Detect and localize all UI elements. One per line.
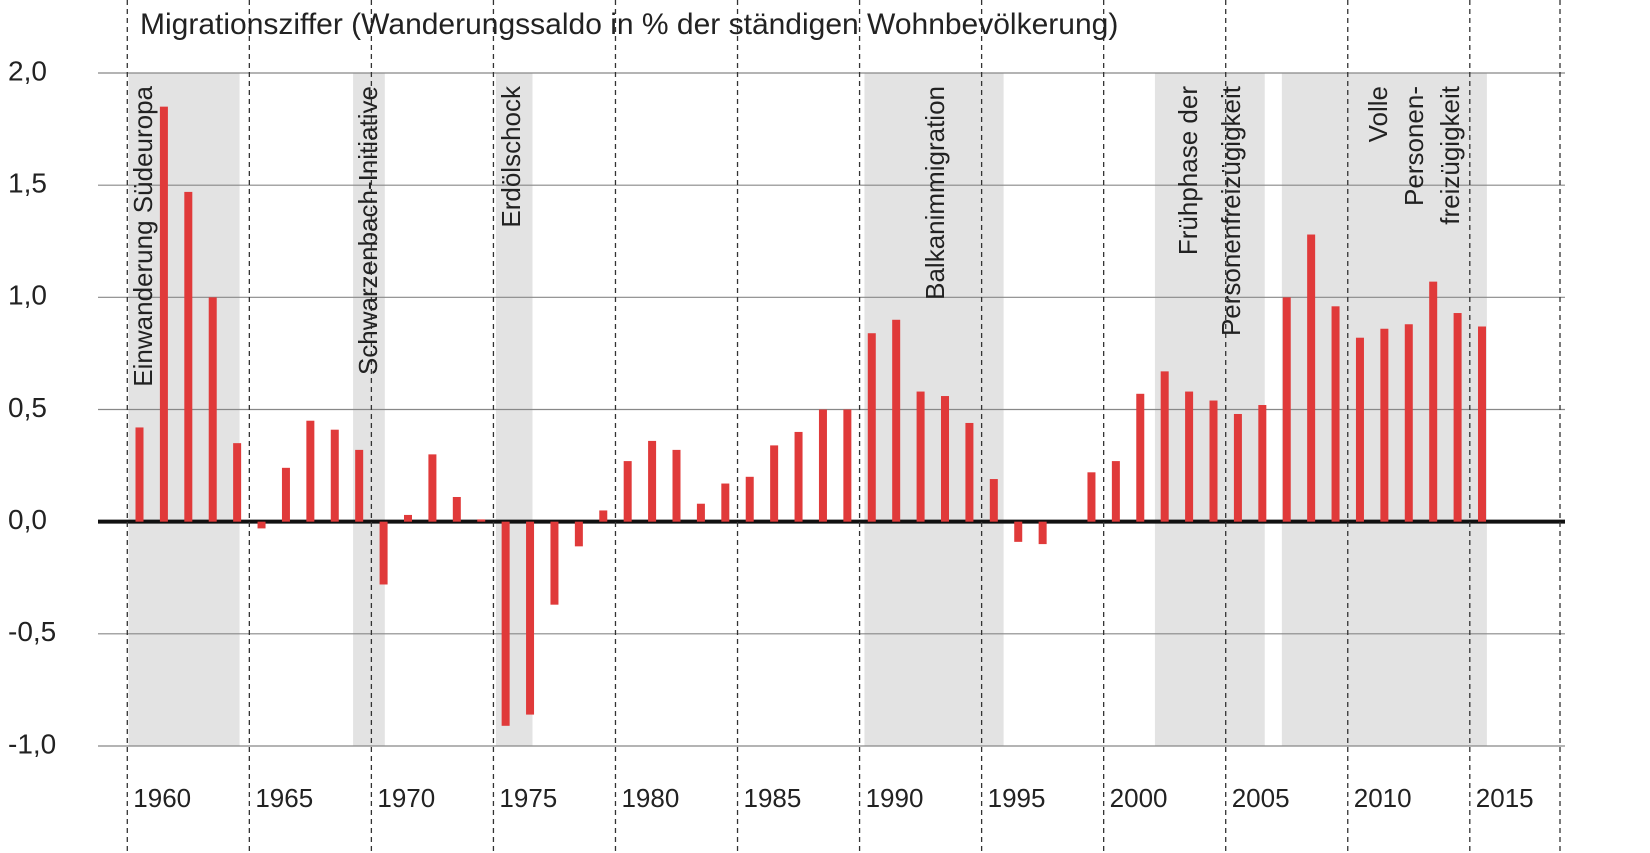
bar: [1209, 400, 1218, 522]
bar: [233, 443, 242, 522]
bar: [1014, 521, 1023, 542]
bar: [159, 106, 168, 522]
bar: [843, 409, 852, 522]
x-tick-label: 1975: [499, 783, 557, 813]
bar: [574, 521, 583, 547]
y-tick-label: -0,5: [8, 616, 56, 647]
bar: [135, 427, 144, 522]
period-label: Frühphase der: [1173, 86, 1203, 255]
bars: [135, 106, 1487, 726]
bar: [648, 440, 657, 522]
bar: [1404, 324, 1413, 522]
bar: [526, 521, 535, 715]
bar: [941, 396, 950, 522]
bar: [721, 483, 730, 522]
bar: [452, 496, 461, 522]
bar: [477, 519, 486, 522]
bar: [208, 297, 217, 522]
y-tick-label: 1,0: [8, 280, 47, 311]
bar: [672, 449, 681, 522]
y-tick-label: 0,5: [8, 392, 47, 423]
bar: [1355, 337, 1364, 522]
bar: [550, 521, 559, 605]
bar: [257, 521, 266, 529]
bar: [965, 422, 974, 522]
period-label: Volle: [1363, 86, 1393, 142]
period-label: Einwanderung Südeuropa: [128, 85, 158, 386]
x-tick-label: 1960: [133, 783, 191, 813]
bar: [989, 479, 998, 522]
x-tick-label: 2010: [1354, 783, 1412, 813]
bar: [428, 454, 437, 522]
bar: [1160, 371, 1169, 522]
y-tick-label: 0,0: [8, 504, 47, 535]
bar: [916, 391, 925, 522]
bar: [403, 514, 412, 522]
bar: [1282, 297, 1291, 522]
x-tick-label: 2015: [1476, 783, 1534, 813]
bar: [1087, 472, 1096, 522]
bar: [355, 449, 364, 522]
x-tick-label: 1970: [377, 783, 435, 813]
bar: [867, 333, 876, 522]
bar: [501, 521, 510, 726]
bar: [1331, 306, 1340, 522]
bar: [281, 467, 290, 522]
period-label: Personen-: [1399, 86, 1429, 206]
bar: [745, 476, 754, 522]
period-label: Schwarzenbach-Initiative: [353, 86, 383, 375]
bar: [599, 510, 608, 522]
bar: [770, 445, 779, 522]
bar: [623, 461, 632, 522]
bar: [1258, 405, 1267, 522]
y-tick-label: -1,0: [8, 728, 56, 759]
x-tick-label: 1985: [744, 783, 802, 813]
period-label: Personenfreizügigkeit: [1216, 85, 1246, 336]
bar: [696, 503, 705, 522]
x-tick-label: 2005: [1232, 783, 1290, 813]
bar: [1380, 328, 1389, 522]
bar: [1478, 326, 1487, 522]
bar: [1233, 413, 1242, 522]
bar: [379, 521, 388, 585]
x-tick-label: 1995: [988, 783, 1046, 813]
bar: [1111, 461, 1120, 522]
y-tick-label: 1,5: [8, 168, 47, 199]
bar: [1307, 234, 1316, 522]
period-label: Balkanimmigration: [920, 86, 950, 300]
x-tick-label: 1965: [255, 783, 313, 813]
labels: Einwanderung Südeuropa Schwarzenbach-Init…: [8, 55, 1534, 812]
bar: [1136, 393, 1145, 522]
chart-title: Migrationsziffer (Wanderungssaldo in % d…: [140, 8, 1118, 41]
bar: [184, 191, 193, 522]
period-label: freizügigkeit: [1435, 85, 1465, 225]
bar: [794, 431, 803, 522]
bar: [306, 420, 315, 522]
bar: [818, 409, 827, 522]
bar: [1429, 281, 1438, 522]
bar: [892, 319, 901, 522]
bar: [1185, 391, 1194, 522]
x-tick-label: 1990: [866, 783, 924, 813]
grid: [98, 0, 1565, 853]
period-label: Erdölschock: [496, 85, 526, 228]
y-tick-label: 2,0: [8, 55, 47, 86]
bar: [1038, 521, 1047, 545]
x-tick-label: 2000: [1110, 783, 1168, 813]
bar: [330, 429, 339, 522]
x-tick-label: 1980: [621, 783, 679, 813]
bar: [1453, 313, 1462, 522]
